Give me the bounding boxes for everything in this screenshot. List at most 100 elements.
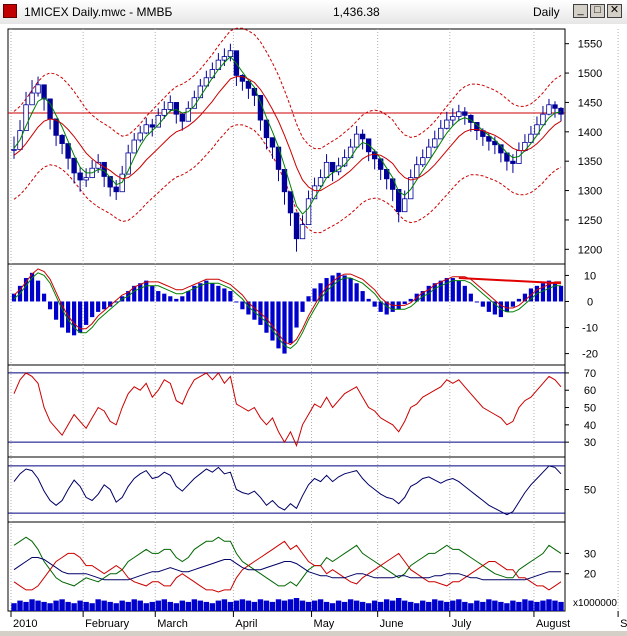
macd-histogram-bar (492, 301, 497, 315)
macd-line (13, 268, 561, 346)
volume-bar (275, 599, 282, 611)
macd-histogram-bar (522, 293, 528, 302)
volume-bar (438, 600, 444, 611)
window-title: 1MICEX Daily.mwc - MMBБ (24, 5, 173, 19)
price-candle (317, 177, 324, 187)
macd-axis-label: 0 (587, 296, 593, 308)
price-candle (11, 149, 17, 151)
price-candle (77, 172, 83, 181)
macd-histogram-bar (23, 278, 29, 302)
rsi-axis-label: 70 (584, 368, 596, 380)
lower-envelope-line (13, 124, 562, 234)
price-axis-label: 1250 (578, 215, 602, 227)
price-candle (269, 137, 276, 148)
volume-bar (432, 599, 438, 611)
macd-histogram-bar (438, 280, 443, 302)
rsi-axis-label: 30 (584, 437, 596, 449)
dmi-axis-label: 30 (584, 548, 596, 560)
macd-axis-label: -10 (582, 323, 598, 335)
volume-bar (185, 601, 192, 611)
macd-histogram-bar (504, 301, 510, 312)
volume-bar (11, 603, 17, 611)
macd-histogram-bar (78, 301, 83, 333)
price-candle (486, 136, 492, 142)
macd-histogram-bar (360, 291, 365, 302)
volume-bar (149, 601, 155, 611)
volume-bar (41, 601, 47, 611)
price-candle (540, 113, 546, 126)
volume-bar (113, 603, 119, 611)
volume-bar (257, 599, 264, 611)
volume-bar (227, 601, 234, 611)
volume-bar (287, 599, 294, 611)
price-candle (53, 118, 59, 136)
volume-bar (83, 601, 89, 611)
price-candle (293, 212, 300, 240)
maximize-button[interactable]: □ (590, 4, 605, 18)
minimize-button[interactable]: _ (573, 4, 588, 18)
volume-bar (167, 601, 173, 611)
macd-histogram-bar (456, 280, 461, 302)
price-candle (107, 176, 113, 188)
price-candle (558, 107, 564, 115)
price-candle (492, 140, 498, 146)
macd-histogram-bar (162, 293, 167, 302)
macd-histogram-bar (276, 301, 281, 349)
macd-histogram-bar (102, 301, 107, 310)
price-candle (299, 224, 306, 240)
price-axis-label: 1200 (578, 244, 602, 256)
price-candle (179, 113, 185, 122)
macd-histogram-bar (270, 301, 275, 341)
macd-histogram-bar (408, 298, 413, 302)
macd-histogram-bar (210, 283, 215, 302)
price-candle (323, 161, 330, 179)
volume-bar (65, 601, 71, 611)
volume-bar (251, 601, 258, 611)
volume-bar (209, 603, 216, 611)
price-candle (329, 161, 336, 173)
price-candle (221, 56, 228, 61)
macd-histogram-bar (354, 283, 359, 302)
price-candle (209, 69, 216, 79)
macd-histogram-bar (47, 301, 53, 310)
price-candle (287, 191, 294, 214)
month-label: February (85, 618, 130, 630)
chart-area[interactable]: 2010 February March April May June July August S… (0, 24, 627, 631)
macd-histogram-bar (450, 278, 455, 302)
price-candle (396, 188, 402, 213)
macd-histogram-bar (324, 278, 329, 302)
volume-bar (191, 599, 198, 611)
volume-bar (528, 600, 534, 611)
volume-bar (281, 600, 288, 611)
window-titlebar: 1MICEX Daily.mwc - MMBБ 1,436.38 Daily _… (0, 0, 627, 25)
volume-bar (263, 600, 270, 611)
volume-bar (347, 599, 354, 611)
volume-bar (546, 599, 552, 611)
macd-histogram-bar (168, 296, 173, 302)
price-candle (173, 102, 179, 115)
chart-canvas[interactable]: 2010 February March April May June July August S… (0, 24, 627, 631)
volume-bar (197, 600, 204, 611)
macd-histogram-bar (144, 280, 149, 302)
price-candle (528, 133, 534, 143)
volume-bar (377, 601, 384, 611)
close-button[interactable]: ✕ (607, 4, 622, 18)
price-candle (444, 119, 450, 129)
macd-histogram-bar (264, 301, 269, 333)
volume-bar (462, 601, 468, 611)
volume-bar (215, 600, 222, 611)
volume-bar (89, 603, 95, 611)
volume-bar (77, 600, 83, 611)
last-price: 1,436.38 (333, 5, 380, 19)
volume-bar (480, 601, 486, 611)
month-label: April (235, 618, 257, 630)
macd-histogram-bar (330, 275, 335, 302)
price-candle (263, 119, 270, 139)
macd-trendline (458, 277, 562, 285)
macd-histogram-bar (474, 301, 479, 303)
macd-histogram-bar (516, 298, 522, 302)
volume-bar (203, 601, 210, 611)
moving-average-long-line (13, 76, 562, 192)
price-candle (59, 134, 65, 144)
macd-histogram-bar (300, 301, 305, 312)
